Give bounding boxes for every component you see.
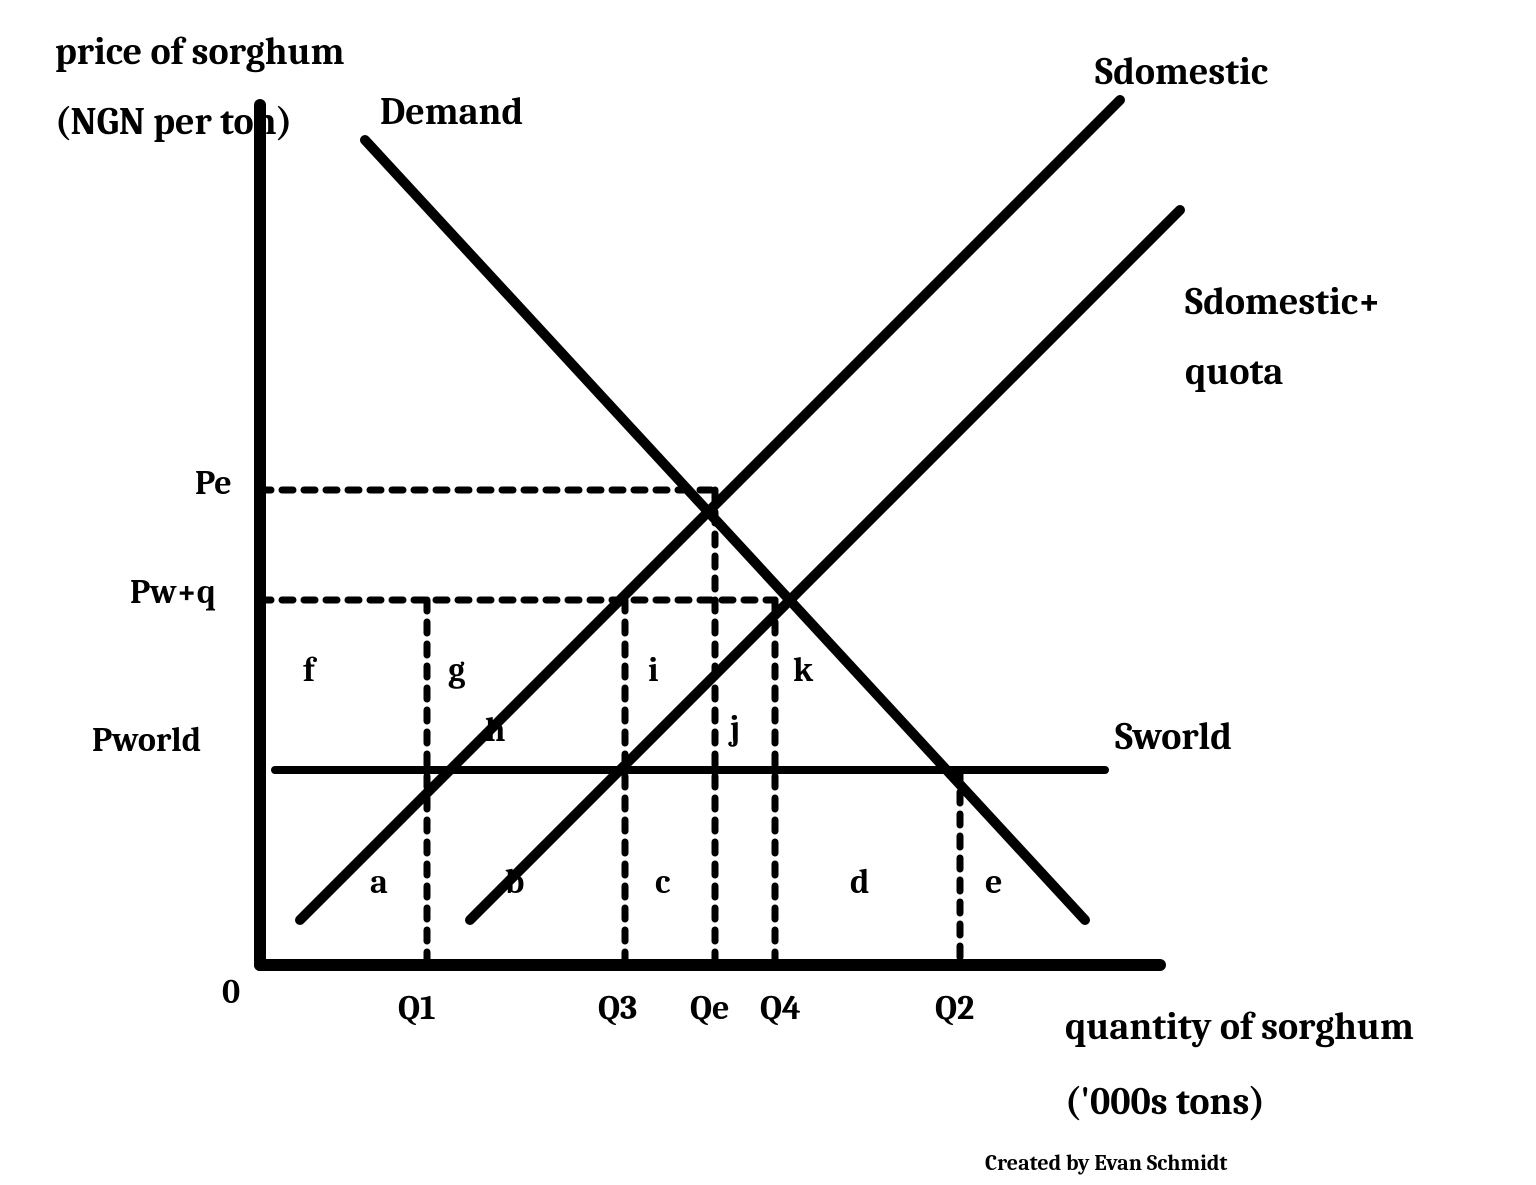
sdomestic-quota-label-line2: quota xyxy=(1185,350,1283,394)
region-c: c xyxy=(655,862,670,902)
chart-canvas: { "titles": { "y1": "price of sorghum", … xyxy=(0,0,1536,1185)
y-axis-title-line1: price of sorghum xyxy=(55,30,344,74)
credit-label: Created by Evan Schmidt xyxy=(985,1150,1227,1176)
region-d: d xyxy=(850,862,869,902)
sworld-label: Sworld xyxy=(1115,715,1232,759)
sdomestic-quota-label-line1: Sdomestic+ xyxy=(1185,280,1380,324)
region-f: f xyxy=(303,650,314,690)
sdomestic-label: Sdomestic xyxy=(1095,50,1268,94)
pe-tick-label: Pe xyxy=(195,463,232,503)
q1-tick-label: Q1 xyxy=(398,988,436,1028)
qe-tick-label: Qe xyxy=(690,988,729,1028)
q3-tick-label: Q3 xyxy=(598,988,637,1028)
region-a: a xyxy=(370,862,388,902)
origin-label: 0 xyxy=(222,972,240,1012)
demand-label: Demand xyxy=(380,90,523,134)
q4-tick-label: Q4 xyxy=(760,988,801,1028)
q2-tick-label: Q2 xyxy=(935,988,974,1028)
region-g: g xyxy=(448,650,465,690)
pworld-tick-label: Pworld xyxy=(92,720,201,760)
region-j: j xyxy=(730,708,740,748)
pwq-tick-label: Pw+q xyxy=(130,572,216,612)
region-e: e xyxy=(985,862,1002,902)
region-b: b xyxy=(505,862,524,902)
x-axis-title-line2: ('000s tons) xyxy=(1065,1080,1265,1124)
y-axis-title-line2: (NGN per ton) xyxy=(55,100,292,144)
region-k: k xyxy=(793,650,813,690)
region-i: i xyxy=(648,650,658,690)
x-axis-title-line1: quantity of sorghum xyxy=(1065,1005,1414,1049)
region-h: h xyxy=(485,710,505,750)
